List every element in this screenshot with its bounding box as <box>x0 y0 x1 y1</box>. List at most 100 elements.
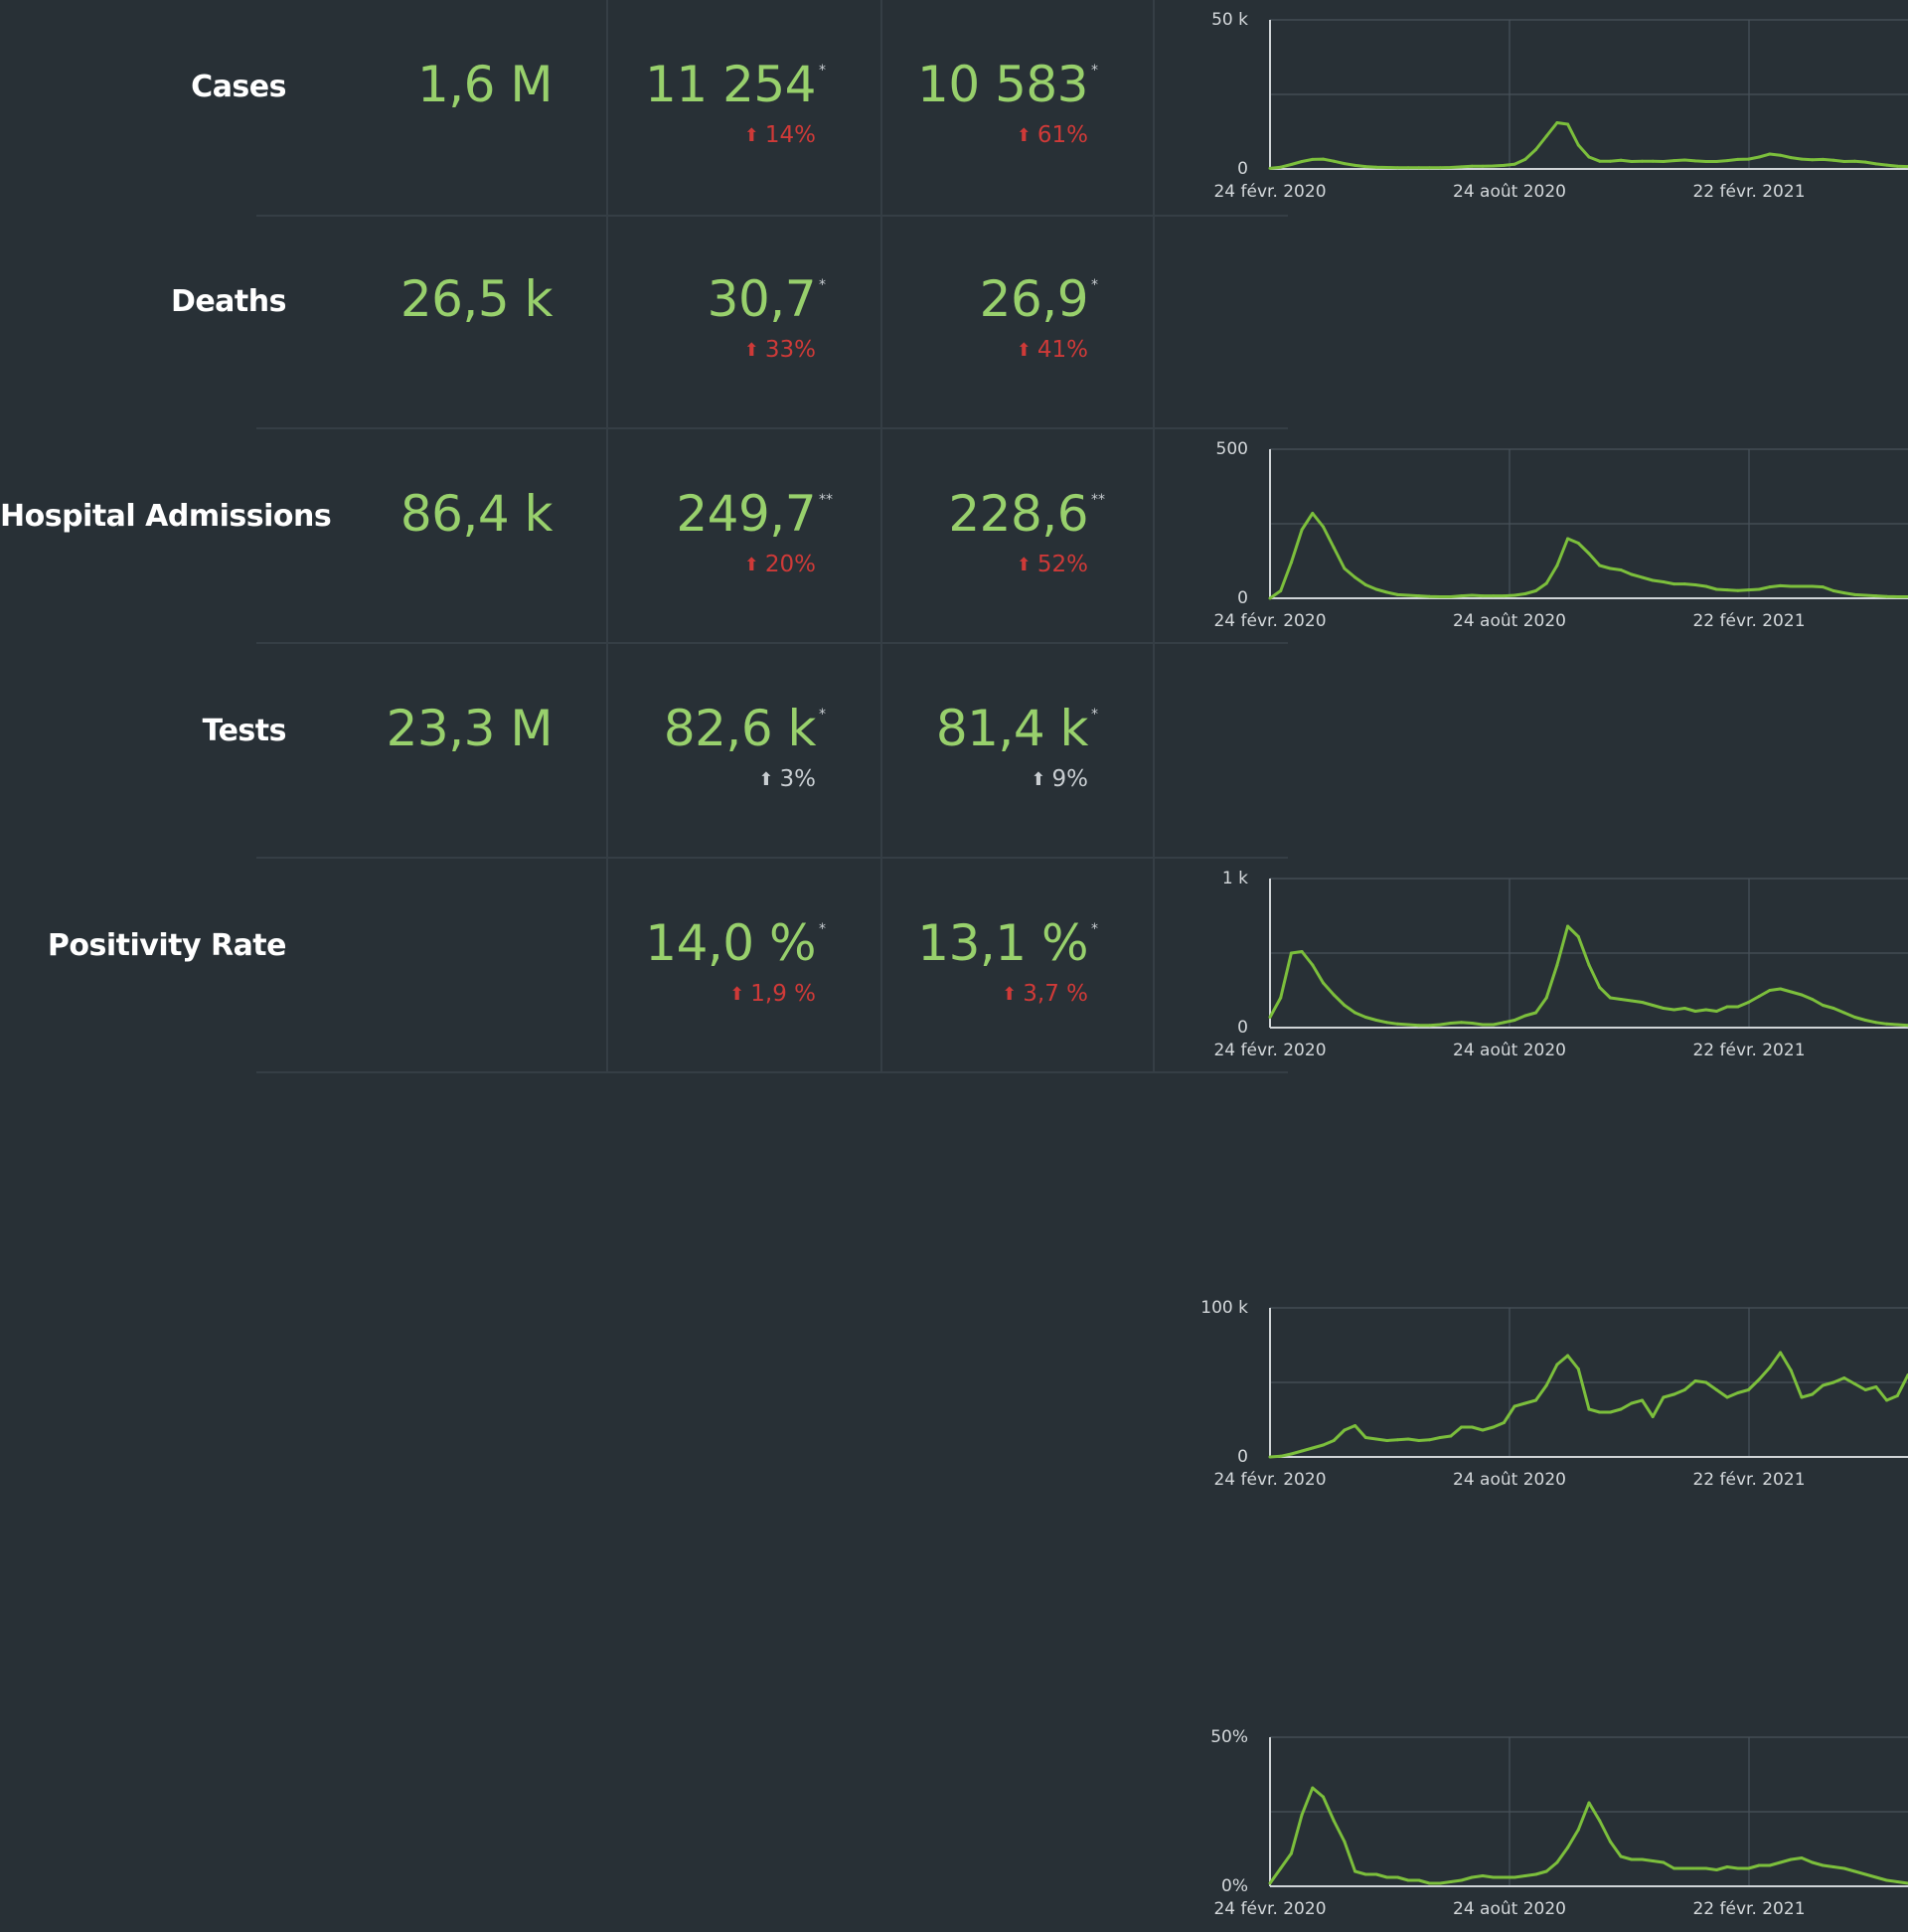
data-point <box>1534 1873 1537 1876</box>
data-point <box>1801 1856 1804 1859</box>
data-point <box>1896 165 1899 168</box>
data-point <box>1832 159 1835 162</box>
data-point <box>1417 1439 1420 1442</box>
data-point <box>1439 1882 1442 1885</box>
data-point <box>1726 1396 1729 1399</box>
data-point <box>1343 1841 1346 1844</box>
change-percent: 14% <box>765 122 816 148</box>
y-tick-label: 0% <box>1221 1876 1248 1896</box>
data-point <box>1290 163 1293 166</box>
data-point <box>1269 1882 1272 1885</box>
data-point <box>1790 1858 1793 1861</box>
data-point <box>1417 166 1420 169</box>
data-point <box>1492 165 1495 168</box>
data-point <box>1758 1864 1761 1867</box>
data-point <box>1333 1439 1336 1442</box>
data-point <box>1428 166 1431 169</box>
data-point <box>1353 164 1356 167</box>
data-point <box>1853 1870 1856 1873</box>
data-point <box>1694 159 1697 162</box>
data-point <box>1577 1829 1580 1832</box>
data-point <box>1555 121 1558 124</box>
total-value: 23,3 M <box>387 700 553 757</box>
data-point <box>1449 1435 1452 1438</box>
data-point <box>1598 1411 1601 1414</box>
up-arrow-icon: ⬆ <box>1017 340 1032 361</box>
data-point <box>1428 1882 1431 1885</box>
data-point <box>1726 1865 1729 1868</box>
data-point <box>1385 166 1388 169</box>
data-point <box>1375 166 1378 169</box>
footnote-marker: * <box>1091 64 1098 78</box>
x-tick-label: 22 févr. 2021 <box>1692 1899 1805 1919</box>
data-point <box>1704 1867 1707 1870</box>
change-indicator: ⬆3,7 % <box>1002 981 1088 1007</box>
up-arrow-icon: ⬆ <box>744 340 759 361</box>
change-indicator: ⬆9% <box>1031 766 1088 792</box>
data-point <box>1694 1379 1697 1382</box>
data-point <box>1385 1876 1388 1879</box>
data-point <box>1545 1870 1548 1873</box>
data-point <box>1652 1859 1655 1862</box>
period-a-value: 249,7 <box>676 485 816 543</box>
data-point <box>1885 1879 1888 1882</box>
data-point <box>1566 123 1569 126</box>
data-point <box>1503 164 1506 167</box>
period-b-value: 81,4 k <box>936 700 1088 757</box>
data-point <box>1874 162 1877 165</box>
data-point <box>1768 1864 1771 1867</box>
data-point <box>1566 1847 1569 1850</box>
footnote-marker: ** <box>1091 493 1105 507</box>
data-point <box>1790 1369 1793 1372</box>
data-point <box>1513 1876 1516 1879</box>
data-point <box>1652 160 1655 163</box>
period-b-value: 10 583 <box>917 56 1088 113</box>
data-point <box>1492 1876 1495 1879</box>
x-tick-label: 24 févr. 2020 <box>1213 182 1326 202</box>
data-point <box>1333 1820 1336 1823</box>
data-point <box>1279 1867 1282 1870</box>
data-point <box>1353 1870 1356 1873</box>
data-point <box>1683 1388 1686 1391</box>
data-point <box>1704 1381 1707 1384</box>
data-point <box>1747 1867 1750 1870</box>
up-arrow-icon: ⬆ <box>1017 125 1032 146</box>
data-point <box>1513 163 1516 166</box>
data-point <box>1822 1384 1825 1387</box>
period-a-value: 82,6 k <box>664 700 816 757</box>
data-point <box>1822 1864 1825 1867</box>
data-point <box>1385 1439 1388 1442</box>
data-point <box>1555 1364 1558 1367</box>
change-indicator: ⬆20% <box>744 552 816 577</box>
period-a-value: 11 254 <box>645 56 816 113</box>
footnote-marker: * <box>819 922 826 936</box>
data-point <box>1322 158 1325 161</box>
data-point <box>1779 154 1782 157</box>
data-point <box>1523 1874 1526 1877</box>
data-point <box>1609 1411 1612 1414</box>
change-percent: 3,7 % <box>1023 981 1088 1007</box>
data-point <box>1842 1867 1845 1870</box>
data-point <box>1364 165 1367 168</box>
data-point <box>1439 1436 1442 1439</box>
total-value: 26,5 k <box>400 270 553 328</box>
data-point <box>1598 1820 1601 1823</box>
data-point <box>1736 1391 1739 1394</box>
change-percent: 20% <box>765 552 816 577</box>
data-point <box>1874 1385 1877 1388</box>
data-point <box>1545 1384 1548 1387</box>
data-point <box>1343 162 1346 165</box>
total-value: 1,6 M <box>417 56 553 113</box>
data-point <box>1790 156 1793 159</box>
data-point <box>1630 1858 1633 1861</box>
data-point <box>1449 166 1452 169</box>
data-point <box>1885 1399 1888 1402</box>
up-arrow-icon: ⬆ <box>1031 769 1045 790</box>
data-point <box>1492 1426 1495 1429</box>
change-indicator: ⬆1,9 % <box>729 981 816 1007</box>
change-percent: 3% <box>780 766 817 792</box>
data-point <box>1641 1399 1644 1402</box>
